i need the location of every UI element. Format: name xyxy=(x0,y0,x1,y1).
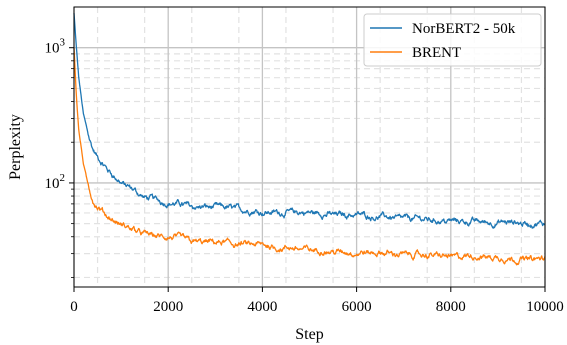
x-tick-label: 6000 xyxy=(342,299,372,315)
plot-frame xyxy=(73,6,546,288)
legend-box xyxy=(363,13,542,67)
y-axis-label: Perplexity xyxy=(7,114,24,180)
x-tick-label: 2000 xyxy=(153,299,183,315)
axes xyxy=(73,6,546,288)
x-axis-label: Step xyxy=(295,326,323,343)
legend-label-brent: BRENT xyxy=(412,45,461,61)
tick-labels: 0 2000 4000 6000 8000 10000 102 103 xyxy=(45,37,564,315)
x-tick-label: 4000 xyxy=(247,299,277,315)
y-tick-label: 102 xyxy=(45,172,66,192)
legend-label-norbert2: NorBERT2 - 50k xyxy=(412,21,516,37)
x-tick-label: 8000 xyxy=(436,299,466,315)
x-tick-label: 10000 xyxy=(526,299,564,315)
series-line-norbert2 xyxy=(73,12,546,229)
series-lines xyxy=(73,12,546,266)
legend: NorBERT2 - 50k BRENT xyxy=(363,13,542,67)
series-line-brent xyxy=(73,48,546,266)
y-tick-label: 103 xyxy=(45,37,66,57)
x-tick-label: 0 xyxy=(70,299,78,315)
